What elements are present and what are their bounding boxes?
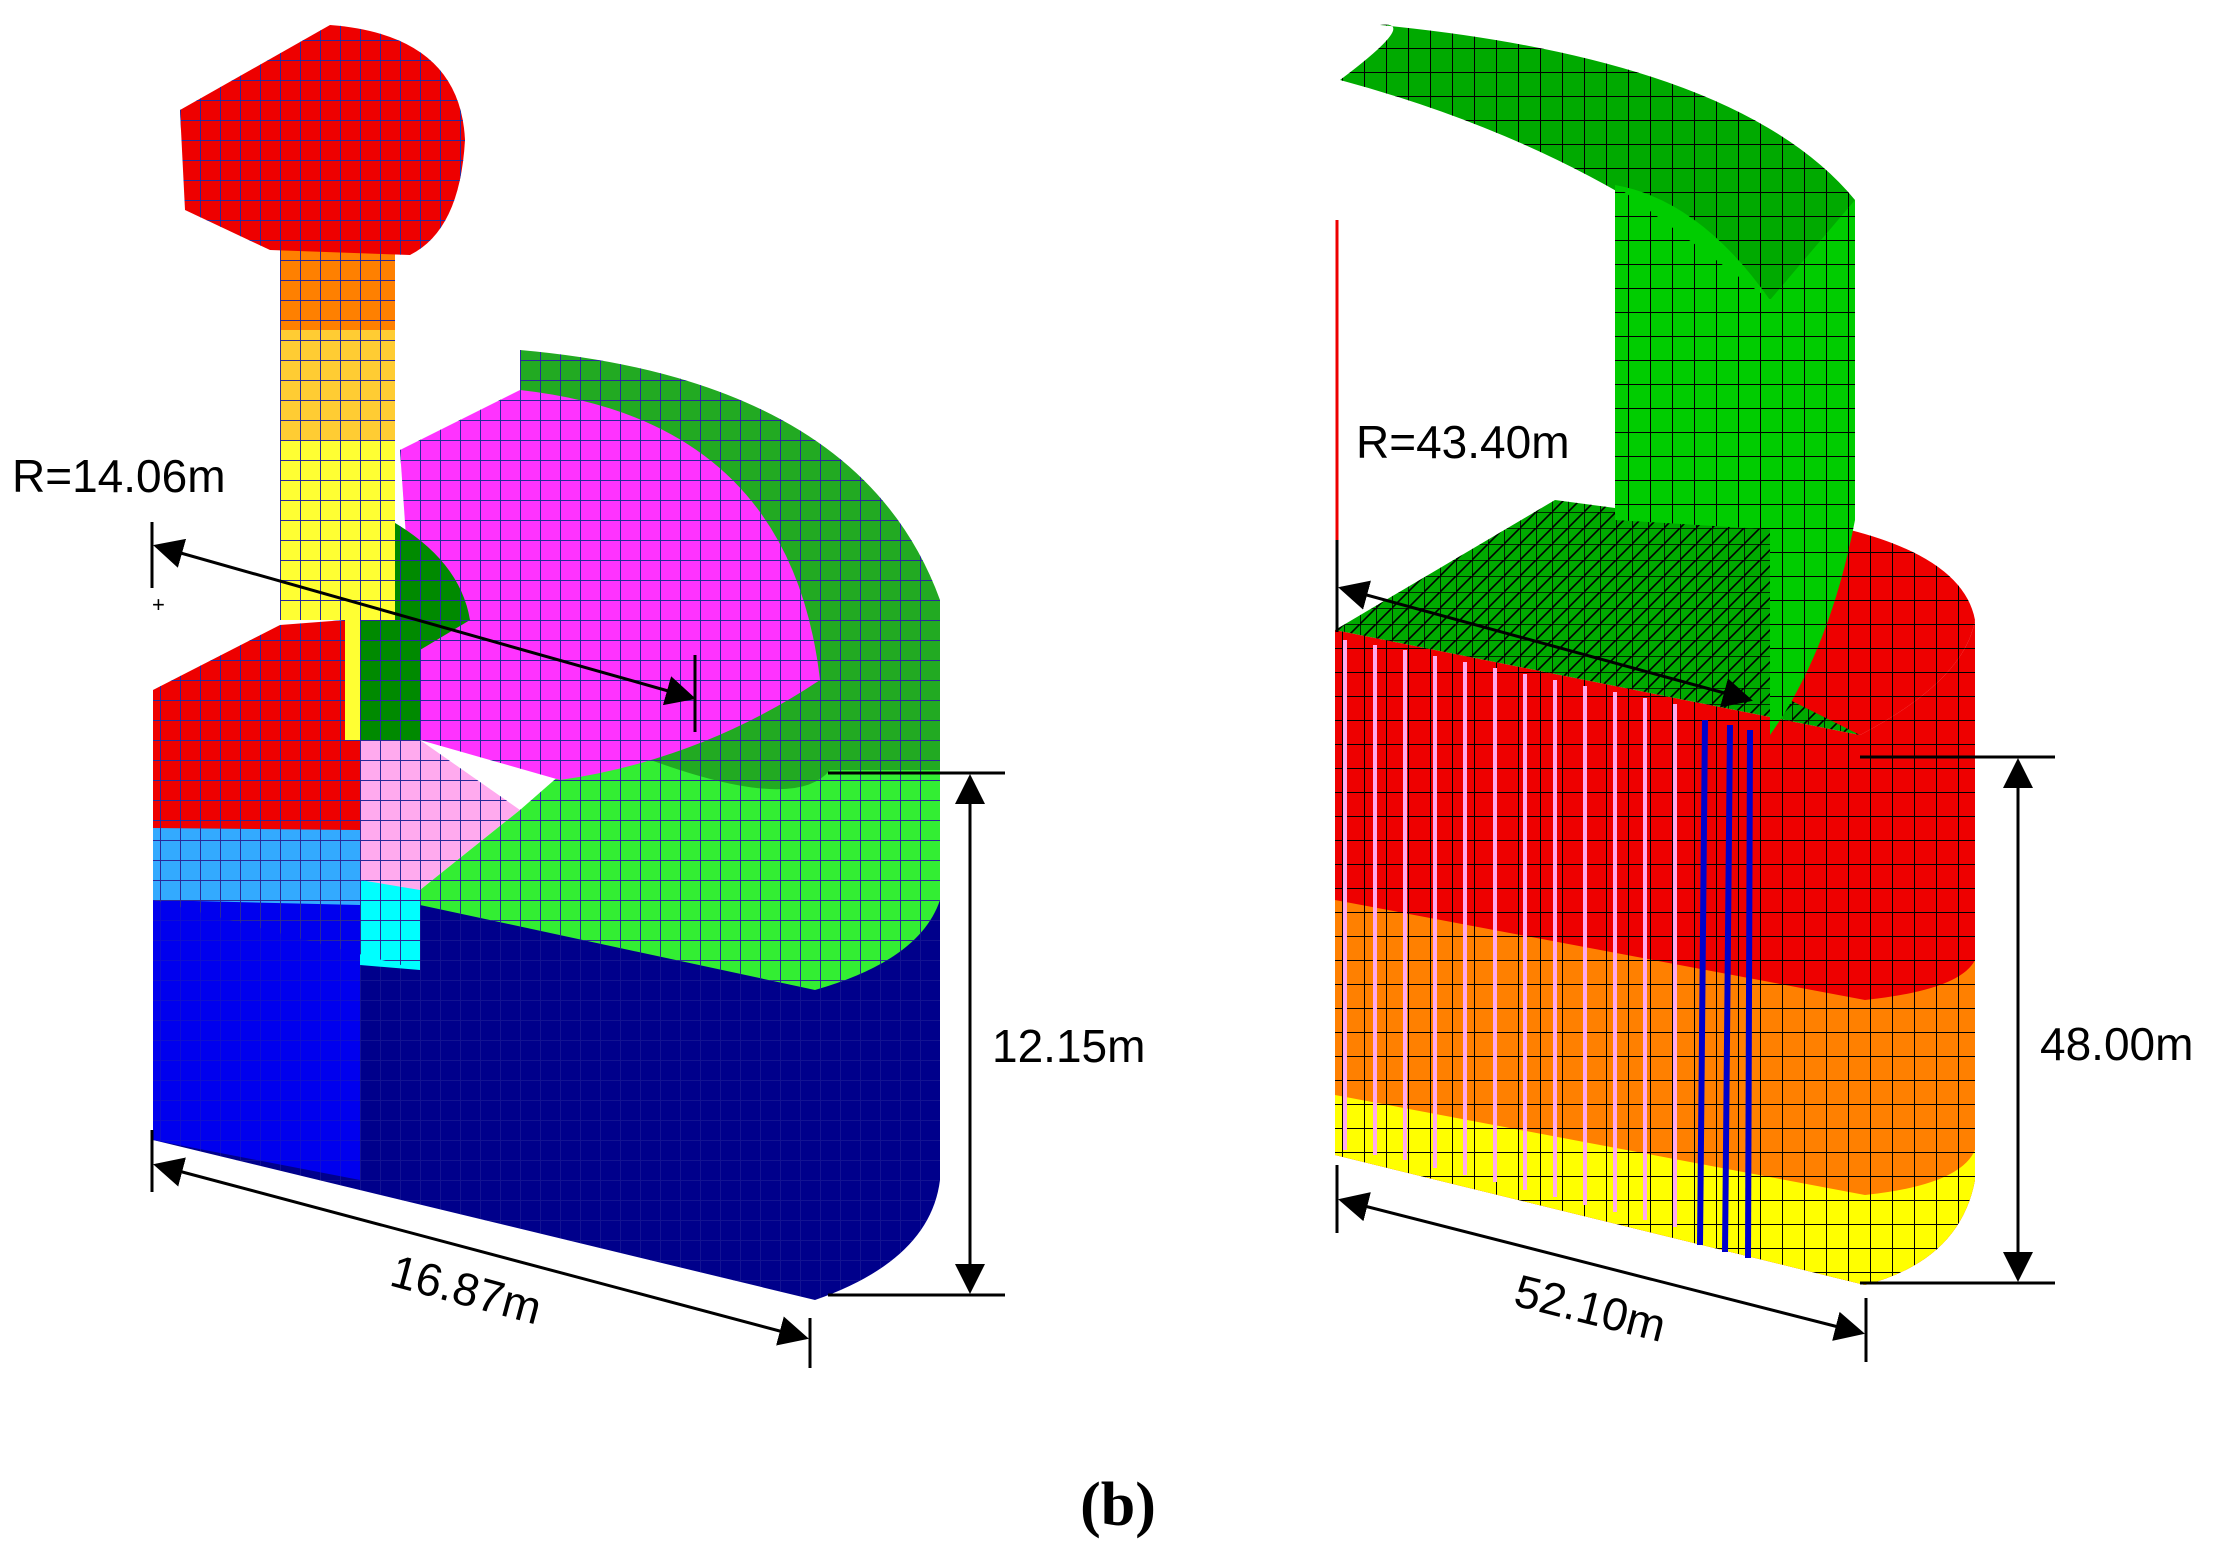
right-green-arch	[1340, 24, 1855, 738]
left-origin-marker: +	[152, 592, 165, 617]
left-cap	[180, 25, 465, 255]
left-width-arrow	[153, 1157, 809, 1346]
left-column	[280, 230, 395, 740]
right-radius-label: R=43.40m	[1356, 416, 1570, 468]
left-green-ring	[420, 740, 940, 990]
left-pink-insert	[360, 740, 520, 890]
right-radius-arrow	[1338, 580, 1753, 708]
left-red-base	[153, 620, 360, 830]
left-radius-label: R=14.06m	[12, 450, 226, 502]
right-width-arrow	[1338, 1192, 1865, 1341]
left-light-blue-band	[153, 828, 420, 970]
right-model	[1335, 24, 1975, 1285]
right-height-label: 48.00m	[2040, 1018, 2193, 1070]
left-radius-arrow	[153, 538, 696, 706]
figure-caption: (b)	[1080, 1471, 1156, 1539]
left-height-label: 12.15m	[992, 1020, 1145, 1072]
right-blue-piles	[1697, 719, 1753, 1259]
right-piles	[1343, 640, 1677, 1227]
left-model: +	[152, 25, 940, 1300]
left-width-label: 16.87m	[385, 1244, 547, 1334]
